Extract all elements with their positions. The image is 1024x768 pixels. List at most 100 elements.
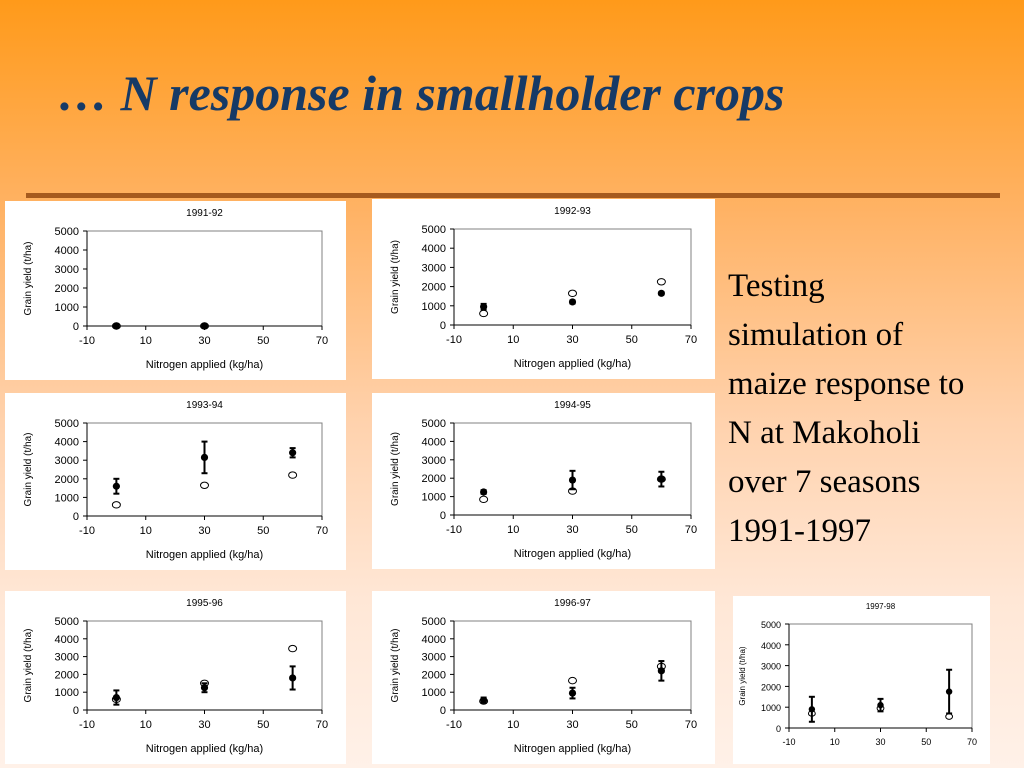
simulated-point [111,501,121,509]
observed-point [112,693,120,702]
x-tick-label: 30 [198,335,210,347]
slide-title: … N response in smallholder crops [58,65,785,121]
caption-line: simulation of [728,317,904,353]
x-axis-label: Nitrogen applied (kg/ha) [514,743,631,755]
x-tick-label: 50 [626,334,638,346]
y-tick-label: 2000 [422,282,446,294]
chart-panel-1992-93: 1992-93 0 1000 2000 3000 4000 5000 -10 10 30 50 70 N… [372,199,715,379]
y-tick-label: 4000 [55,437,79,449]
x-tick-label: 70 [316,719,328,731]
y-tick-label: 4000 [422,634,446,646]
observed-point [657,475,665,483]
y-tick-label: 0 [73,511,79,523]
scatter-chart: 1991-92 0 1000 2000 3000 4000 5000 -10 10 30 50 70 N… [23,208,328,371]
y-tick-label: 2000 [422,473,446,485]
y-tick-label: 5000 [55,418,79,430]
chart-panel-1991-92: 1991-92 0 1000 2000 3000 4000 5000 -10 10 30 50 70 N… [5,201,346,380]
observed-point [568,476,577,484]
simulated-point [656,278,666,286]
plot-area [453,422,692,516]
y-tick-label: 5000 [55,226,79,238]
y-tick-label: 3000 [422,652,446,664]
x-axis-label: Nitrogen applied (kg/ha) [146,549,263,561]
y-axis-label: Grain yield (t/ha) [390,629,401,703]
y-tick-label: 2000 [761,682,781,692]
x-tick-label: -10 [446,524,462,536]
observed-point [112,322,120,330]
y-tick-label: 5000 [422,224,446,236]
chart-title: 1995-96 [186,598,223,609]
chart-panel-1993-94: 1993-94 0 1000 2000 3000 4000 5000 -10 10 30 50 70 N… [5,393,346,570]
observed-point [657,667,665,675]
simulated-point [568,676,577,685]
y-tick-label: 0 [73,705,79,717]
y-tick-label: 3000 [422,262,446,274]
y-tick-label: 1000 [422,492,446,504]
chart-title: 1997-98 [866,602,896,611]
y-axis-label: Grain yield (t/ha) [23,242,34,316]
scatter-chart: 1997-98 0 1000 2000 3000 4000 5000 -10 10 30 50 70 G… [738,602,977,747]
observed-point [289,449,297,457]
y-tick-label: 2000 [55,283,79,295]
x-tick-label: 70 [316,335,328,347]
simulated-point [479,309,489,318]
observed-point [480,696,488,704]
simulated-point [568,289,577,298]
simulated-point [288,644,298,653]
observed-point [200,453,209,462]
x-tick-label: 70 [967,737,977,747]
x-tick-label: 10 [140,525,152,537]
scatter-chart: 1993-94 0 1000 2000 3000 4000 5000 -10 10 30 50 70 N… [23,400,328,561]
y-tick-label: 5000 [422,418,446,430]
caption-line: over 7 seasons [728,464,921,500]
x-tick-label: 50 [257,335,269,347]
y-tick-label: 4000 [761,641,781,651]
x-tick-label: 70 [685,719,697,731]
x-tick-label: 10 [830,737,840,747]
x-axis-label: Nitrogen applied (kg/ha) [146,359,263,371]
caption-line: Testing [728,268,825,304]
x-tick-label: 10 [507,524,519,536]
caption-line: N at Makoholi [728,415,921,451]
x-tick-label: -10 [782,737,795,747]
y-tick-label: 4000 [422,243,446,255]
observed-point [480,488,488,496]
y-axis-label: Grain yield (t/ha) [23,433,34,507]
y-tick-label: 4000 [422,436,446,448]
x-axis-label: Nitrogen applied (kg/ha) [514,548,631,560]
caption-line: 1991-1997 [728,513,871,549]
x-tick-label: 10 [507,334,519,346]
x-tick-label: 10 [140,335,152,347]
y-tick-label: 1000 [422,687,446,699]
x-tick-label: -10 [446,719,462,731]
x-tick-label: 50 [921,737,931,747]
simulated-point [200,481,209,490]
x-tick-label: 70 [316,525,328,537]
plot-area [86,230,323,327]
plot-area [453,228,692,326]
y-tick-label: 5000 [55,616,79,628]
y-tick-label: 1000 [422,301,446,313]
chart-title: 1993-94 [186,400,223,411]
y-tick-label: 3000 [55,264,79,276]
x-axis-label: Nitrogen applied (kg/ha) [146,743,263,755]
observed-point [568,689,577,697]
x-tick-label: 70 [685,524,697,536]
observed-point [568,298,577,306]
x-axis-label: Nitrogen applied (kg/ha) [514,358,631,370]
x-tick-label: 30 [566,719,578,731]
chart-panel-1997-98: 1997-98 0 1000 2000 3000 4000 5000 -10 10 30 50 70 G… [733,596,990,764]
y-tick-label: 4000 [55,245,79,257]
x-tick-label: 30 [566,334,578,346]
x-tick-label: -10 [79,335,95,347]
x-tick-label: -10 [446,334,462,346]
y-tick-label: 3000 [55,455,79,467]
simulated-point [479,495,489,504]
scatter-chart: 1994-95 0 1000 2000 3000 4000 5000 -10 10 30 50 70 N… [390,400,697,560]
plot-area [86,620,323,711]
observed-point [480,303,488,311]
y-tick-label: 5000 [422,616,446,628]
y-tick-label: 3000 [761,662,781,672]
simulated-point [945,713,954,720]
y-tick-label: 1000 [55,492,79,504]
